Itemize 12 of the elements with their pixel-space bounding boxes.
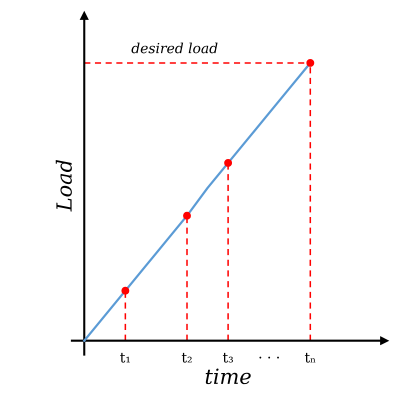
y-axis-title: Load [56,160,72,212]
x-tick-label: t₂ [182,352,192,363]
point [183,212,191,220]
point [224,159,232,167]
ref-line-label: desired load [132,42,218,54]
x-tick-label: t₁ [120,352,130,363]
x-tick-label: tₙ [304,352,316,363]
x-tick-label: · · · [259,356,279,358]
point [121,286,130,295]
x-tick-label: t₃ [222,352,233,363]
point [306,59,314,67]
x-axis-title: time [206,368,251,384]
